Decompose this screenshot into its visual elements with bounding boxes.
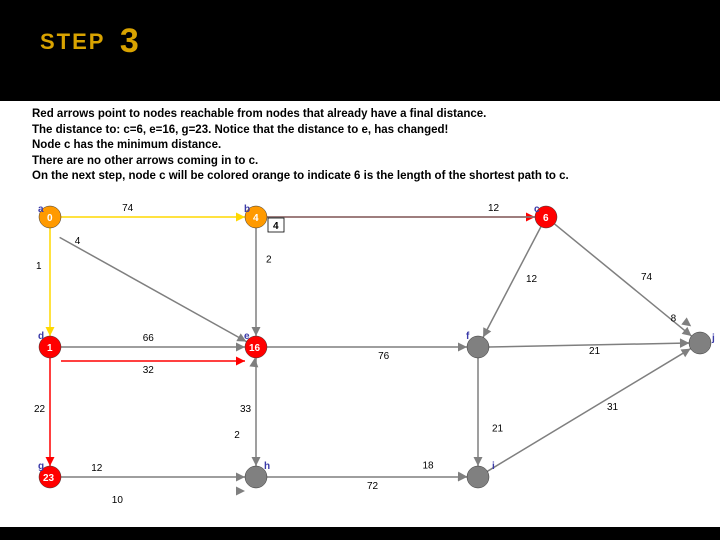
edge-line — [487, 348, 690, 471]
arrowhead-icon — [236, 342, 245, 351]
graph-container: 74 1 4 12 2 12 74 8 66 32 22 76 33 21 21 12 10 2 72 18 31 a0 b… — [0, 187, 720, 527]
node-label: b — [244, 204, 250, 215]
arrowhead-icon — [236, 486, 245, 495]
edge-weight: 8 — [671, 313, 677, 324]
node-distance: 4 — [253, 213, 259, 224]
node-distance: 23 — [43, 473, 55, 484]
edge-weight: 33 — [240, 404, 252, 415]
node-distance: 16 — [249, 343, 261, 354]
edge-weight: 72 — [367, 481, 379, 492]
arrowhead-icon — [680, 338, 689, 347]
slide-title: STEP 3 — [0, 0, 720, 61]
graph-node — [467, 336, 489, 358]
node-label: a — [38, 204, 44, 215]
edge-weight: 12 — [526, 274, 538, 285]
node-label: i — [492, 461, 495, 472]
edge-weight: 21 — [492, 423, 504, 434]
edge-weight: 74 — [122, 203, 134, 214]
arrowhead-icon — [681, 348, 691, 357]
arrowhead-icon — [252, 457, 261, 466]
edge-weight: 22 — [34, 404, 46, 415]
title-step: STEP — [40, 29, 105, 55]
edge-weight: 21 — [589, 346, 601, 357]
node-distance: 0 — [47, 213, 53, 224]
arrowhead-icon — [46, 327, 55, 336]
graph-node — [689, 332, 711, 354]
description-line: Node c has the minimum distance. — [32, 138, 710, 154]
distance-badge-value: 4 — [273, 221, 279, 232]
node-label: d — [38, 331, 44, 342]
arrowhead-icon — [236, 356, 245, 365]
graph-svg: 74 1 4 12 2 12 74 8 66 32 22 76 33 21 21 12 10 2 72 18 31 a0 b… — [0, 187, 720, 527]
edge-weight: 2 — [234, 430, 240, 441]
arrowhead-icon — [236, 472, 245, 481]
edge-line — [60, 237, 247, 341]
arrowhead-icon — [252, 327, 261, 336]
edge-weight: 31 — [607, 402, 619, 413]
node-distance: 6 — [543, 213, 549, 224]
arrowhead-icon — [458, 342, 467, 351]
description-block: Red arrows point to nodes reachable from… — [0, 101, 720, 187]
edge-weight: 32 — [143, 365, 155, 376]
arrowhead-icon — [46, 457, 55, 466]
edge-weight: 76 — [378, 351, 390, 362]
edge-weight: 2 — [266, 254, 272, 265]
arrowhead-icon — [682, 326, 692, 335]
title-number: 3 — [120, 22, 139, 61]
arrowhead-icon — [249, 358, 258, 367]
edge-weight: 74 — [641, 272, 653, 283]
arrowhead-icon — [474, 457, 483, 466]
description-line: The distance to: c=6, e=16, g=23. Notice… — [32, 123, 710, 139]
edge-weight: 12 — [488, 203, 500, 214]
edge-weight: 18 — [423, 460, 435, 471]
description-line: Red arrows point to nodes reachable from… — [32, 107, 710, 123]
description-line: There are no other arrows coming in to c… — [32, 154, 710, 170]
description-line: On the next step, node c will be colored… — [32, 169, 710, 185]
edge-weight: 66 — [143, 333, 155, 344]
graph-node — [467, 466, 489, 488]
node-label: h — [264, 461, 270, 472]
edge-weight: 10 — [112, 495, 124, 506]
node-label: g — [38, 461, 44, 472]
arrowhead-icon — [681, 317, 691, 326]
node-label: c — [534, 204, 540, 215]
edge-weight: 4 — [75, 235, 81, 246]
node-label: j — [711, 333, 715, 344]
node-label: e — [244, 331, 250, 342]
node-distance: 1 — [47, 343, 53, 354]
edge-weight: 12 — [91, 463, 103, 474]
edge-weight: 1 — [36, 261, 42, 272]
